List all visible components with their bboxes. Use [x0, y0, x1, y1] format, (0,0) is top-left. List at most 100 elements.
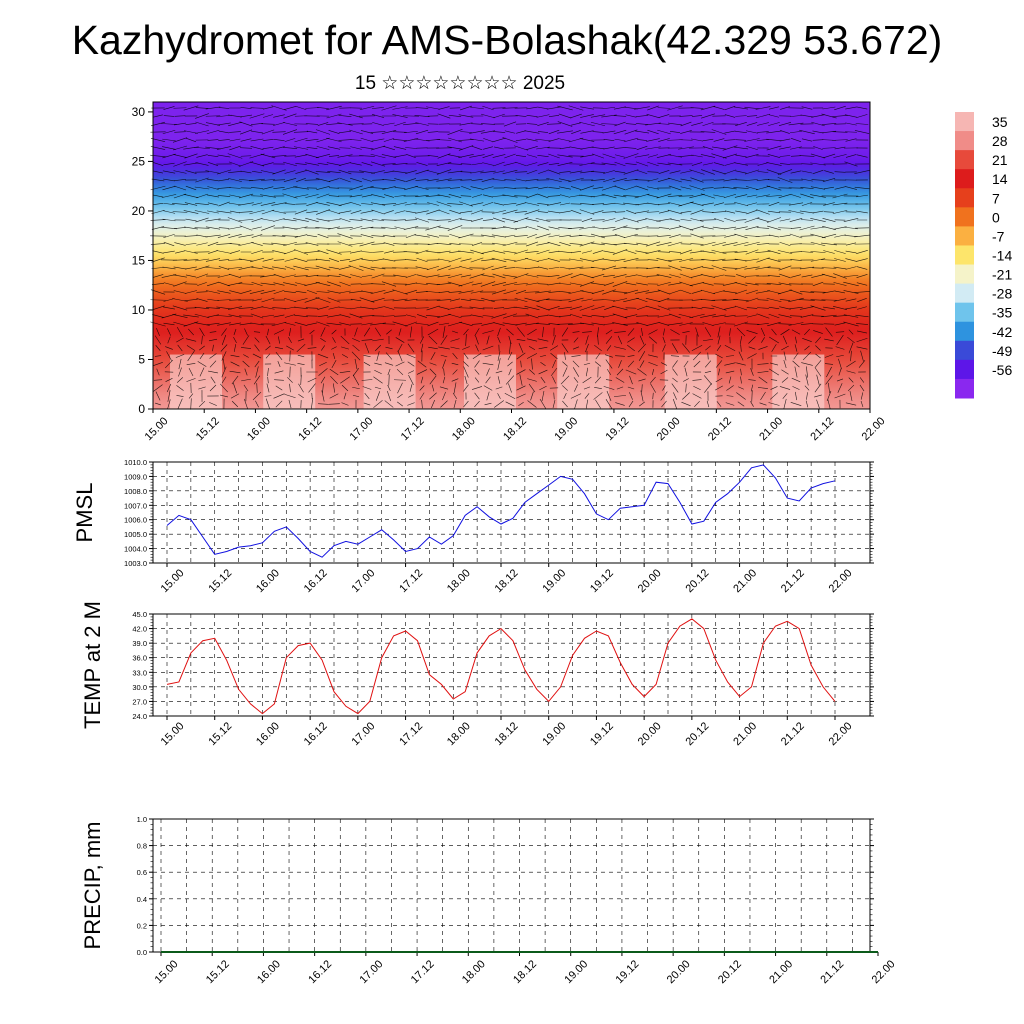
- wind-vector: [300, 375, 302, 385]
- wind-vector: [636, 139, 648, 141]
- wind-vector: [657, 129, 671, 135]
- wind-vector: [176, 337, 184, 343]
- wind-vector: [296, 343, 306, 353]
- wind-vector: [766, 130, 782, 134]
- wind-vector: [592, 299, 604, 301]
- wind-vector: [284, 322, 296, 326]
- wind-vector: [767, 321, 781, 327]
- wind-vector: [569, 243, 583, 245]
- wind-vector: [185, 243, 197, 245]
- wind-vector: [437, 265, 451, 271]
- wind-vector: [459, 266, 473, 270]
- wind-vector: [153, 114, 163, 118]
- wind-vector: [392, 321, 408, 327]
- wind-vector: [615, 377, 625, 383]
- wind-vector: [217, 290, 231, 294]
- wind-vector: [593, 392, 603, 400]
- colorbar-segment: [955, 264, 974, 285]
- wind-vector: [548, 138, 560, 142]
- wind-vector: [673, 392, 677, 400]
- wind-vector: [241, 378, 251, 382]
- wind-vector: [216, 114, 232, 118]
- wind-vector: [725, 355, 735, 357]
- wind-vector: [371, 273, 385, 279]
- wind-vector: [778, 323, 792, 325]
- wind-vector: [505, 375, 515, 385]
- wind-vector: [316, 218, 330, 222]
- wind-vector: [199, 327, 205, 337]
- wind-vector: [244, 328, 248, 336]
- wind-vector: [811, 121, 825, 127]
- wind-vector: [271, 242, 287, 246]
- wind-vector: [767, 290, 781, 294]
- temp-xtick-label: 20.12: [683, 720, 711, 748]
- wind-vector: [502, 241, 518, 247]
- wind-vector: [504, 179, 516, 181]
- wind-vector: [690, 243, 704, 245]
- wind-vector: [613, 115, 627, 117]
- wind-vector: [394, 219, 406, 221]
- wind-vector: [536, 114, 550, 118]
- wind-vector: [548, 234, 560, 238]
- wind-vector: [744, 241, 760, 247]
- wind-vector: [458, 281, 474, 287]
- wind-vector: [757, 371, 769, 373]
- wind-vector: [308, 383, 316, 393]
- wind-vector: [471, 282, 483, 286]
- wind-vector: [799, 225, 815, 231]
- wind-vector: [614, 138, 626, 142]
- wind-vector: [733, 187, 749, 189]
- wind-vector: [638, 351, 646, 361]
- wind-vector: [740, 368, 742, 376]
- wind-vector: [683, 378, 689, 382]
- wind-vector: [658, 138, 670, 142]
- wind-vector: [548, 226, 560, 230]
- wind-vector: [338, 130, 352, 134]
- wind-vector: [436, 169, 452, 175]
- wind-vector: [536, 249, 550, 255]
- wind-vector: [261, 225, 275, 231]
- wind-vector: [206, 307, 220, 309]
- wind-vector: [282, 185, 298, 191]
- wind-vector: [503, 121, 517, 127]
- wind-vector: [221, 376, 227, 384]
- wind-vector: [360, 137, 374, 143]
- wind-vector: [447, 281, 463, 287]
- wind-vector: [239, 147, 253, 149]
- wind-vector: [339, 290, 351, 294]
- wind-vector: [790, 251, 802, 253]
- wind-vector: [757, 131, 769, 133]
- wind-vector: [537, 225, 549, 231]
- wind-vector: [705, 345, 711, 351]
- wind-vector: [824, 338, 834, 342]
- wind-vector: [833, 315, 847, 317]
- wind-vector: [585, 343, 589, 353]
- wind-vector: [579, 267, 595, 269]
- wind-vector: [597, 327, 599, 337]
- wind-vector: [393, 154, 407, 158]
- wind-vector: [207, 162, 219, 166]
- wind-vector: [602, 218, 616, 222]
- wind-vector: [724, 210, 736, 214]
- wind-vector: [623, 297, 639, 303]
- wind-vector: [771, 344, 777, 352]
- wind-vector: [602, 258, 616, 262]
- wind-vector: [295, 163, 307, 165]
- wind-vector: [570, 251, 582, 253]
- wind-vector: [700, 154, 716, 158]
- wind-vector: [284, 297, 296, 303]
- wind-vector: [504, 187, 516, 189]
- wind-vector: [228, 202, 242, 206]
- wind-vector: [636, 242, 648, 246]
- wind-vector: [273, 393, 285, 399]
- wind-vector: [393, 202, 407, 206]
- wind-vector: [352, 338, 360, 342]
- wind-vector: [371, 114, 385, 118]
- pmsl-xtick-label: 16.12: [302, 567, 330, 595]
- wind-vector: [658, 170, 670, 174]
- wind-vector: [579, 234, 595, 238]
- wind-vector: [207, 210, 219, 214]
- wind-vector: [767, 257, 781, 263]
- wind-vector: [535, 138, 551, 142]
- wind-vector: [724, 162, 736, 166]
